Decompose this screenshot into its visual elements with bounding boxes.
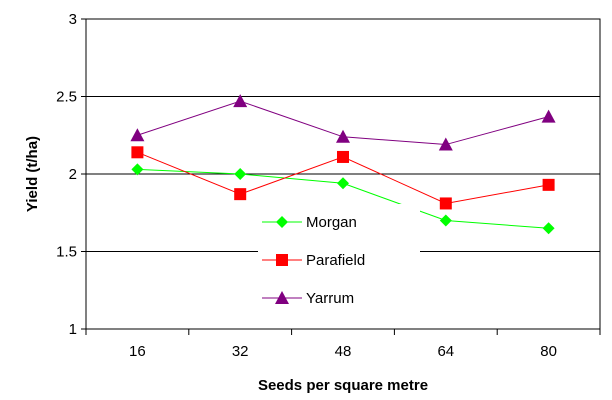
data-point-parafield xyxy=(131,146,144,159)
data-point-yarrum xyxy=(438,137,453,151)
x-tick-label-32: 32 xyxy=(232,343,249,360)
axes: 1 1.5 2 2.5 3 16 32 48 64 80 xyxy=(56,11,601,360)
y-axis-title: Yield (t/ha) xyxy=(24,136,41,212)
series-layer xyxy=(130,94,556,235)
series-morgan xyxy=(131,163,555,235)
y-tick-label: 1 xyxy=(69,321,77,338)
x-tick-label-48: 48 xyxy=(335,343,352,360)
y-tick-label: 2.5 xyxy=(56,89,77,106)
legend-label-morgan: Morgan xyxy=(306,214,357,231)
data-point-yarrum xyxy=(130,128,145,142)
data-point-yarrum xyxy=(233,94,248,108)
legend: Morgan Parafield Yarrum xyxy=(258,204,420,318)
data-point-morgan xyxy=(337,177,349,190)
y-tick-label: 1.5 xyxy=(56,244,77,261)
legend-label-yarrum: Yarrum xyxy=(306,290,354,307)
data-point-parafield xyxy=(337,150,349,163)
data-point-parafield xyxy=(439,197,452,210)
x-tick-label-16: 16 xyxy=(129,343,146,360)
y-tick-label: 3 xyxy=(69,11,77,28)
data-point-morgan xyxy=(131,163,144,176)
x-tick-label-64: 64 xyxy=(437,343,454,360)
x-tick-label-80: 80 xyxy=(540,343,557,360)
data-point-parafield xyxy=(542,178,555,191)
legend-marker-morgan xyxy=(276,216,288,228)
x-axis-title: Seeds per square metre xyxy=(258,377,428,394)
legend-marker-parafield xyxy=(276,254,288,266)
data-point-yarrum xyxy=(336,129,350,143)
data-point-parafield xyxy=(234,188,247,201)
data-point-morgan xyxy=(542,222,555,235)
series-parafield xyxy=(131,146,555,210)
data-point-morgan xyxy=(234,168,247,180)
data-point-yarrum xyxy=(541,109,556,123)
legend-item-yarrum: Yarrum xyxy=(262,290,354,307)
y-tick-label: 2 xyxy=(69,166,77,183)
series-yarrum xyxy=(130,94,556,151)
legend-item-morgan: Morgan xyxy=(262,214,357,231)
data-point-morgan xyxy=(439,214,452,227)
legend-marker-yarrum xyxy=(275,291,289,304)
legend-item-parafield: Parafield xyxy=(262,252,365,269)
legend-label-parafield: Parafield xyxy=(306,252,365,269)
